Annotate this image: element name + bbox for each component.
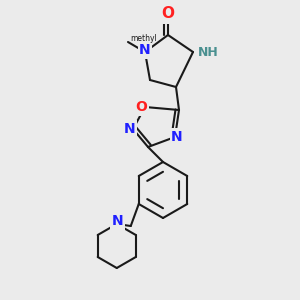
Text: N: N <box>139 43 151 57</box>
Text: methyl: methyl <box>130 34 158 43</box>
Text: N: N <box>112 214 124 228</box>
Text: N: N <box>171 130 183 144</box>
Text: O: O <box>135 100 147 114</box>
Text: N: N <box>124 122 136 136</box>
Text: O: O <box>161 7 175 22</box>
Text: NH: NH <box>198 46 219 59</box>
